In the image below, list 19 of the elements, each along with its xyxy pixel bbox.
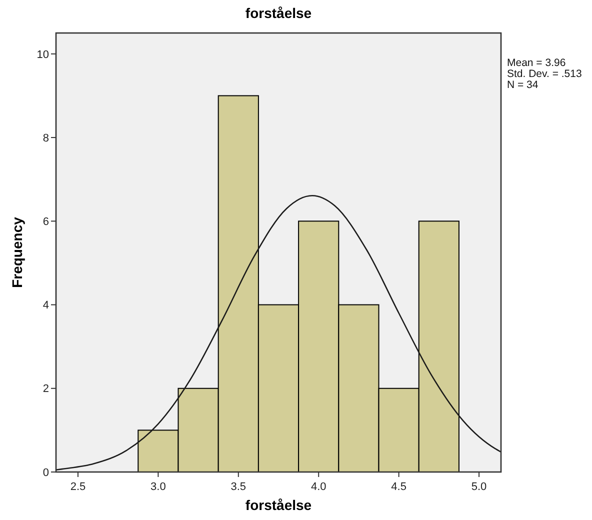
y-tick-label: 2 [42,383,49,396]
x-tick-label: 4.5 [391,481,406,493]
y-tick-label: 6 [42,216,49,228]
x-tick-label: 4.0 [310,481,326,493]
x-axis-title: forståelse [245,497,312,513]
chart-title: forståelse [245,5,312,21]
y-tick-label: 4 [42,300,49,312]
y-tick-label: 10 [36,48,49,61]
text: Mean = 3.96 [507,57,566,69]
text: N = 34 [507,79,538,91]
x-tick-label: 5.0 [471,481,487,493]
text: Std. Dev. = .513 [507,68,582,80]
y-tick-label: 8 [42,132,49,144]
x-tick-label: 3.5 [230,481,246,493]
x-tick-label: 3.0 [150,481,166,493]
y-axis-title: Frequency [9,216,25,288]
x-tick-label: 2.5 [70,481,86,493]
line-series [55,194,502,471]
y-tick-label: 0 [42,466,49,479]
